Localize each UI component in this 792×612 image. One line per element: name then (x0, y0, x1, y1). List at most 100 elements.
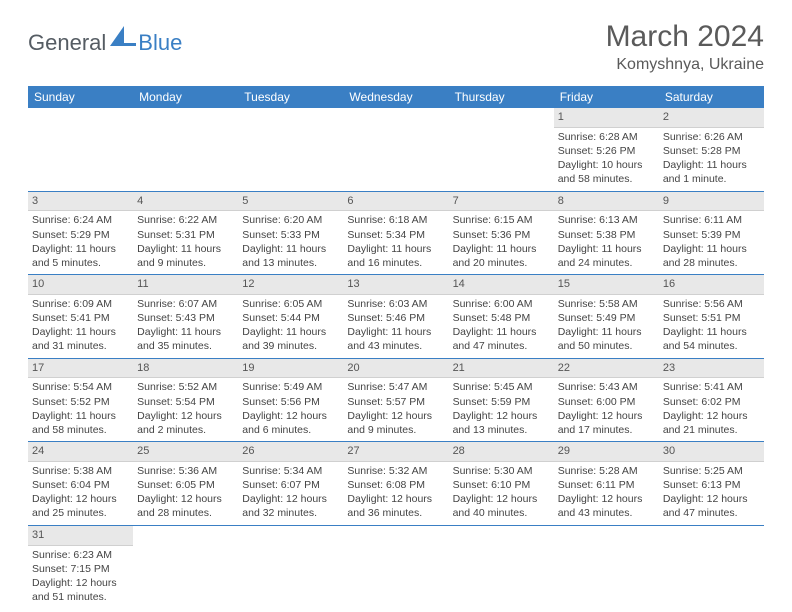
sunset-text: Sunset: 5:31 PM (137, 228, 234, 242)
day-number: 3 (28, 192, 133, 212)
calendar-day-cell: 3Sunrise: 6:24 AMSunset: 5:29 PMDaylight… (28, 191, 133, 274)
calendar-week-row: 24Sunrise: 5:38 AMSunset: 6:04 PMDayligh… (28, 442, 764, 525)
calendar-empty-cell (343, 525, 448, 608)
day-details: Sunrise: 6:26 AMSunset: 5:28 PMDaylight:… (659, 128, 764, 191)
calendar-day-cell: 15Sunrise: 5:58 AMSunset: 5:49 PMDayligh… (554, 275, 659, 358)
sunrise-text: Sunrise: 6:18 AM (347, 213, 444, 227)
daylight-text: Daylight: 12 hours and 36 minutes. (347, 492, 444, 520)
month-title: March 2024 (606, 20, 764, 54)
sunset-text: Sunset: 5:49 PM (558, 311, 655, 325)
sunset-text: Sunset: 6:13 PM (663, 478, 760, 492)
calendar-day-cell: 21Sunrise: 5:45 AMSunset: 5:59 PMDayligh… (449, 358, 554, 441)
sunset-text: Sunset: 6:07 PM (242, 478, 339, 492)
day-number: 29 (554, 442, 659, 462)
sunrise-text: Sunrise: 6:20 AM (242, 213, 339, 227)
day-details: Sunrise: 5:28 AMSunset: 6:11 PMDaylight:… (554, 462, 659, 525)
day-details: Sunrise: 6:24 AMSunset: 5:29 PMDaylight:… (28, 211, 133, 274)
day-number: 16 (659, 275, 764, 295)
sunset-text: Sunset: 6:08 PM (347, 478, 444, 492)
day-details: Sunrise: 5:49 AMSunset: 5:56 PMDaylight:… (238, 378, 343, 441)
day-details: Sunrise: 5:43 AMSunset: 6:00 PMDaylight:… (554, 378, 659, 441)
calendar-day-cell: 4Sunrise: 6:22 AMSunset: 5:31 PMDaylight… (133, 191, 238, 274)
sunset-text: Sunset: 5:34 PM (347, 228, 444, 242)
daylight-text: Daylight: 12 hours and 2 minutes. (137, 409, 234, 437)
daylight-text: Daylight: 12 hours and 6 minutes. (242, 409, 339, 437)
daylight-text: Daylight: 11 hours and 50 minutes. (558, 325, 655, 353)
day-number: 27 (343, 442, 448, 462)
day-details: Sunrise: 5:36 AMSunset: 6:05 PMDaylight:… (133, 462, 238, 525)
sunrise-text: Sunrise: 5:56 AM (663, 297, 760, 311)
weekday-header: Wednesday (343, 86, 448, 108)
calendar-day-cell: 23Sunrise: 5:41 AMSunset: 6:02 PMDayligh… (659, 358, 764, 441)
calendar-day-cell: 13Sunrise: 6:03 AMSunset: 5:46 PMDayligh… (343, 275, 448, 358)
sunset-text: Sunset: 6:02 PM (663, 395, 760, 409)
daylight-text: Daylight: 12 hours and 17 minutes. (558, 409, 655, 437)
daylight-text: Daylight: 11 hours and 35 minutes. (137, 325, 234, 353)
calendar-day-cell: 27 Sunrise: 5:32 AMSunset: 6:08 PMDayligh… (343, 442, 448, 525)
day-details: Sunrise: 6:13 AMSunset: 5:38 PMDaylight:… (554, 211, 659, 274)
daylight-text: Daylight: 12 hours and 9 minutes. (347, 409, 444, 437)
calendar-day-cell: 7Sunrise: 6:15 AMSunset: 5:36 PMDaylight… (449, 191, 554, 274)
sunrise-text: Sunrise: 5:32 AM (347, 464, 444, 478)
sunrise-text: Sunrise: 6:13 AM (558, 213, 655, 227)
sunrise-text: Sunrise: 5:30 AM (453, 464, 550, 478)
sunrise-text: Sunrise: 6:05 AM (242, 297, 339, 311)
calendar-empty-cell (449, 525, 554, 608)
weekday-header: Sunday (28, 86, 133, 108)
title-block: March 2024 Komyshnya, Ukraine (606, 20, 764, 74)
calendar-day-cell: 25Sunrise: 5:36 AMSunset: 6:05 PMDayligh… (133, 442, 238, 525)
day-details: Sunrise: 6:11 AMSunset: 5:39 PMDaylight:… (659, 211, 764, 274)
sunrise-text: Sunrise: 5:47 AM (347, 380, 444, 394)
sunrise-text: Sunrise: 6:03 AM (347, 297, 444, 311)
weekday-header-row: SundayMondayTuesdayWednesdayThursdayFrid… (28, 86, 764, 108)
calendar-day-cell: 9Sunrise: 6:11 AMSunset: 5:39 PMDaylight… (659, 191, 764, 274)
daylight-text: Daylight: 11 hours and 39 minutes. (242, 325, 339, 353)
day-number: 31 (28, 526, 133, 546)
daylight-text: Daylight: 12 hours and 40 minutes. (453, 492, 550, 520)
sunrise-text: Sunrise: 5:41 AM (663, 380, 760, 394)
day-number: 8 (554, 192, 659, 212)
day-number: 13 (343, 275, 448, 295)
weekday-header: Thursday (449, 86, 554, 108)
day-number: 6 (343, 192, 448, 212)
sunrise-text: Sunrise: 5:54 AM (32, 380, 129, 394)
calendar-empty-cell (238, 525, 343, 608)
sunset-text: Sunset: 5:59 PM (453, 395, 550, 409)
day-details: Sunrise: 5:25 AMSunset: 6:13 PMDaylight:… (659, 462, 764, 525)
day-details: Sunrise: 5:30 AMSunset: 6:10 PMDaylight:… (449, 462, 554, 525)
calendar-day-cell: 30Sunrise: 5:25 AMSunset: 6:13 PMDayligh… (659, 442, 764, 525)
daylight-text: Daylight: 11 hours and 20 minutes. (453, 242, 550, 270)
day-number: 28 (449, 442, 554, 462)
sunset-text: Sunset: 5:41 PM (32, 311, 129, 325)
sunset-text: Sunset: 5:52 PM (32, 395, 129, 409)
day-details: Sunrise: 5:56 AMSunset: 5:51 PMDaylight:… (659, 295, 764, 358)
sunset-text: Sunset: 5:38 PM (558, 228, 655, 242)
day-number: 12 (238, 275, 343, 295)
sunrise-text: Sunrise: 5:58 AM (558, 297, 655, 311)
day-details: Sunrise: 6:07 AMSunset: 5:43 PMDaylight:… (133, 295, 238, 358)
header: General Blue March 2024 Komyshnya, Ukrai… (28, 20, 764, 74)
sunset-text: Sunset: 5:28 PM (663, 144, 760, 158)
calendar-week-row: 1Sunrise: 6:28 AMSunset: 5:26 PMDaylight… (28, 108, 764, 191)
sunset-text: Sunset: 5:57 PM (347, 395, 444, 409)
calendar-day-cell: 10Sunrise: 6:09 AMSunset: 5:41 PMDayligh… (28, 275, 133, 358)
sunset-text: Sunset: 6:00 PM (558, 395, 655, 409)
sunrise-text: Sunrise: 5:34 AM (242, 464, 339, 478)
sunset-text: Sunset: 5:26 PM (558, 144, 655, 158)
sunrise-text: Sunrise: 5:49 AM (242, 380, 339, 394)
day-number: 18 (133, 359, 238, 379)
calendar-empty-cell (343, 108, 448, 191)
day-number: 21 (449, 359, 554, 379)
sunset-text: Sunset: 6:05 PM (137, 478, 234, 492)
calendar-day-cell: 24Sunrise: 5:38 AMSunset: 6:04 PMDayligh… (28, 442, 133, 525)
sunrise-text: Sunrise: 6:24 AM (32, 213, 129, 227)
location: Komyshnya, Ukraine (606, 56, 764, 74)
daylight-text: Daylight: 12 hours and 25 minutes. (32, 492, 129, 520)
sunrise-text: Sunrise: 6:15 AM (453, 213, 550, 227)
day-number: 10 (28, 275, 133, 295)
daylight-text: Daylight: 11 hours and 58 minutes. (32, 409, 129, 437)
sunset-text: Sunset: 5:43 PM (137, 311, 234, 325)
calendar-day-cell: 26Sunrise: 5:34 AMSunset: 6:07 PMDayligh… (238, 442, 343, 525)
calendar-day-cell: 29Sunrise: 5:28 AMSunset: 6:11 PMDayligh… (554, 442, 659, 525)
weekday-header: Friday (554, 86, 659, 108)
